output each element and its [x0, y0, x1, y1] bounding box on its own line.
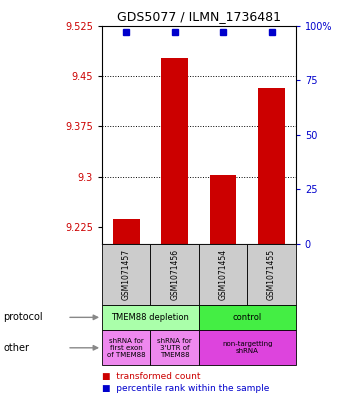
Bar: [162, 58, 188, 244]
Text: GSM1071454: GSM1071454: [219, 248, 227, 300]
FancyBboxPatch shape: [199, 244, 248, 305]
FancyBboxPatch shape: [102, 305, 199, 330]
Text: shRNA for
3'UTR of
TMEM88: shRNA for 3'UTR of TMEM88: [157, 338, 192, 358]
Text: GSM1071456: GSM1071456: [170, 248, 179, 300]
Bar: [210, 175, 236, 244]
FancyBboxPatch shape: [199, 305, 296, 330]
Text: ■  transformed count: ■ transformed count: [102, 372, 201, 381]
FancyBboxPatch shape: [150, 244, 199, 305]
Text: TMEM88 depletion: TMEM88 depletion: [112, 313, 189, 322]
Text: other: other: [3, 343, 29, 353]
Text: protocol: protocol: [3, 312, 43, 322]
FancyBboxPatch shape: [150, 330, 199, 365]
Text: shRNA for
first exon
of TMEM88: shRNA for first exon of TMEM88: [107, 338, 146, 358]
Text: control: control: [233, 313, 262, 322]
Bar: [113, 219, 139, 244]
FancyBboxPatch shape: [199, 330, 296, 365]
Text: non-targetting
shRNA: non-targetting shRNA: [222, 341, 273, 354]
Text: GSM1071455: GSM1071455: [267, 248, 276, 300]
FancyBboxPatch shape: [102, 330, 150, 365]
Bar: [258, 88, 285, 244]
Text: GSM1071457: GSM1071457: [122, 248, 131, 300]
FancyBboxPatch shape: [248, 244, 296, 305]
FancyBboxPatch shape: [102, 244, 150, 305]
Text: ■  percentile rank within the sample: ■ percentile rank within the sample: [102, 384, 269, 393]
Title: GDS5077 / ILMN_1736481: GDS5077 / ILMN_1736481: [117, 10, 281, 23]
